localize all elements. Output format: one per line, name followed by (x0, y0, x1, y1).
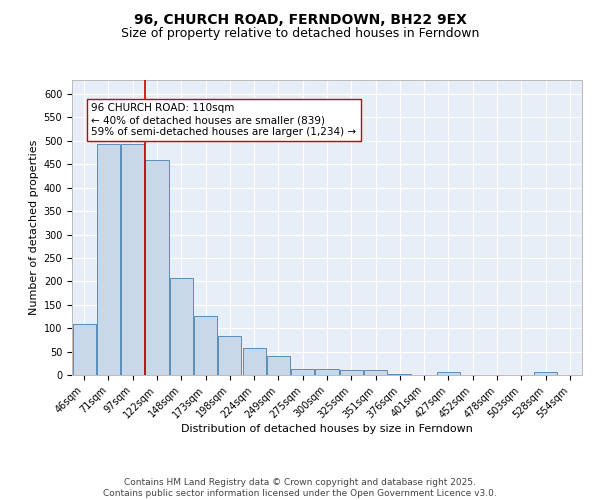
X-axis label: Distribution of detached houses by size in Ferndown: Distribution of detached houses by size … (181, 424, 473, 434)
Bar (388, 374, 412, 375)
Text: 96, CHURCH ROAD, FERNDOWN, BH22 9EX: 96, CHURCH ROAD, FERNDOWN, BH22 9EX (134, 12, 466, 26)
Bar (534, 372, 557, 375)
Bar (170, 278, 193, 375)
Y-axis label: Number of detached properties: Number of detached properties (29, 140, 40, 315)
Bar (437, 372, 460, 375)
Bar (73, 324, 95, 375)
Bar (364, 370, 387, 375)
Bar (291, 369, 314, 375)
Text: 96 CHURCH ROAD: 110sqm
← 40% of detached houses are smaller (839)
59% of semi-de: 96 CHURCH ROAD: 110sqm ← 40% of detached… (91, 104, 356, 136)
Text: Size of property relative to detached houses in Ferndown: Size of property relative to detached ho… (121, 28, 479, 40)
Bar (340, 370, 363, 375)
Bar (242, 348, 266, 375)
Bar (121, 144, 144, 375)
Bar (194, 316, 217, 375)
Bar (145, 160, 169, 375)
Bar (97, 144, 120, 375)
Text: Contains HM Land Registry data © Crown copyright and database right 2025.
Contai: Contains HM Land Registry data © Crown c… (103, 478, 497, 498)
Bar (218, 336, 241, 375)
Bar (267, 356, 290, 375)
Bar (316, 369, 338, 375)
